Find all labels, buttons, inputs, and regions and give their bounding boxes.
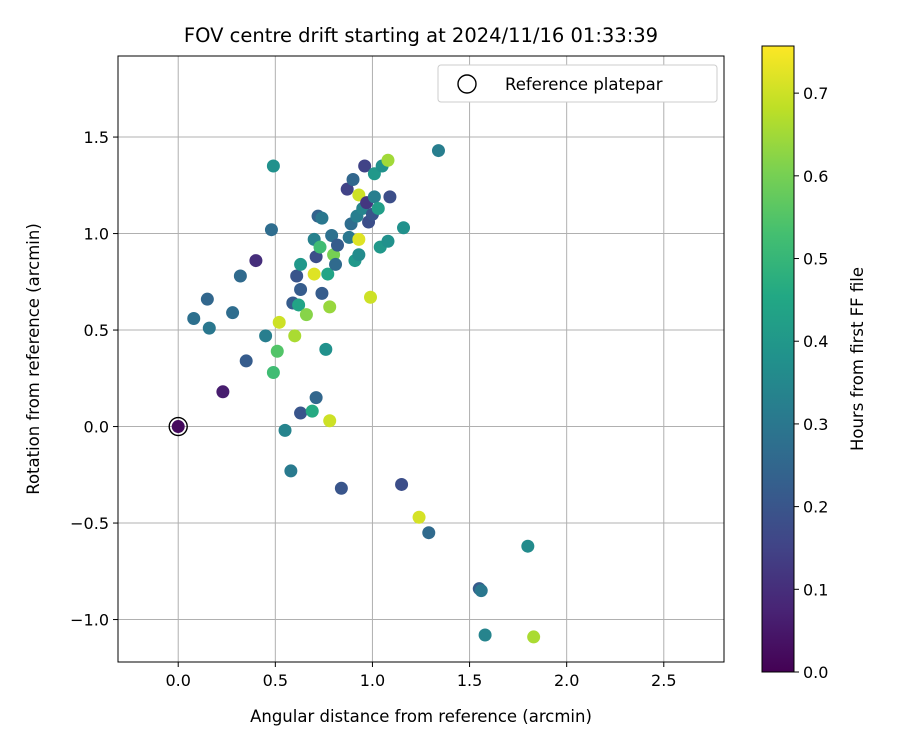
x-tick-label: 2.0: [554, 671, 579, 690]
y-tick-label: 0.5: [84, 321, 109, 340]
colorbar-tick-label: 0.2: [803, 498, 828, 517]
data-point: [309, 391, 323, 405]
data-point: [284, 464, 298, 478]
data-point: [272, 315, 286, 329]
data-point: [315, 286, 329, 300]
data-point: [381, 234, 395, 248]
data-point: [259, 329, 273, 343]
y-axis-ticks: −1.0 −0.5 0.0 0.5 1.0 1.5: [70, 128, 118, 630]
data-point: [527, 630, 541, 644]
colorbar-tick-label: 0.7: [803, 84, 828, 103]
data-point: [342, 230, 356, 244]
x-tick-label: 0.0: [165, 671, 190, 690]
y-axis-label: Rotation from reference (arcmin): [24, 223, 43, 495]
data-point: [395, 477, 409, 491]
data-point: [292, 298, 306, 312]
data-point: [364, 290, 377, 304]
data-point: [171, 420, 185, 434]
colorbar: 0.0 0.1 0.2 0.3 0.4 0.5 0.6 0.7 Hours from firs…: [761, 45, 867, 682]
data-point: [521, 539, 535, 553]
data-point: [294, 283, 308, 297]
x-axis-ticks: 0.0 0.5 1.0 1.5 2.0 2.5: [165, 662, 677, 690]
data-point: [307, 267, 321, 281]
x-tick-label: 2.5: [651, 671, 676, 690]
data-point: [264, 223, 278, 237]
data-point: [266, 159, 280, 173]
data-point: [478, 628, 492, 642]
data-point: [325, 228, 339, 242]
x-tick-label: 1.5: [457, 671, 482, 690]
x-tick-label: 1.0: [360, 671, 385, 690]
data-point: [288, 329, 302, 343]
data-point: [233, 269, 247, 283]
data-point: [397, 221, 411, 235]
data-point: [200, 292, 214, 306]
y-tick-label: 0.0: [84, 418, 109, 437]
data-point: [313, 240, 327, 254]
colorbar-tick-label: 0.3: [803, 415, 828, 434]
legend-marker: [457, 74, 477, 94]
legend: Reference platepar: [437, 64, 718, 103]
data-point: [431, 144, 445, 158]
data-point: [352, 232, 366, 246]
data-point: [358, 159, 372, 173]
data-point: [323, 414, 337, 428]
x-axis-label: Angular distance from reference (arcmin): [250, 707, 592, 726]
data-point: [270, 344, 284, 358]
legend-label: Reference platepar: [505, 75, 663, 94]
data-point: [371, 201, 385, 215]
data-point: [329, 257, 343, 271]
data-point: [294, 406, 308, 420]
y-tick-label: −0.5: [70, 514, 109, 533]
colorbar-gradient: [762, 46, 794, 672]
legend-box: [437, 64, 718, 103]
colorbar-tick-label: 0.5: [803, 250, 828, 269]
data-point: [340, 182, 354, 196]
data-point: [315, 211, 329, 225]
y-tick-label: −1.0: [70, 611, 109, 630]
data-point: [330, 238, 344, 252]
data-point: [226, 306, 240, 320]
data-point: [474, 584, 488, 598]
data-point: [299, 308, 313, 322]
data-point: [412, 510, 426, 524]
data-point: [216, 385, 230, 399]
data-point: [278, 423, 292, 437]
data-point: [266, 366, 280, 380]
data-point: [367, 190, 381, 204]
colorbar-tick-label: 0.1: [803, 580, 828, 599]
y-tick-label: 1.5: [84, 128, 109, 147]
data-point: [334, 481, 348, 495]
data-point: [321, 267, 335, 281]
data-point: [323, 300, 337, 314]
reference-platepar-marker: [168, 416, 188, 437]
colorbar-ticks: 0.0 0.1 0.2 0.3 0.4 0.5 0.6 0.7: [794, 84, 828, 682]
data-point: [239, 354, 253, 368]
data-point: [187, 311, 201, 325]
colorbar-tick-label: 0.6: [803, 167, 828, 186]
x-tick-label: 0.5: [263, 671, 288, 690]
data-point: [346, 173, 360, 187]
colorbar-tick-label: 0.0: [803, 663, 828, 682]
data-point: [352, 248, 366, 262]
data-point: [249, 254, 263, 268]
y-tick-label: 1.0: [84, 225, 109, 244]
plot-frame: [117, 55, 725, 663]
data-point: [422, 526, 436, 540]
data-point: [202, 321, 216, 335]
data-point: [381, 153, 395, 167]
data-point: [305, 404, 319, 418]
colorbar-label: Hours from first FF file: [848, 267, 867, 451]
data-point: [383, 190, 397, 204]
grid: [118, 56, 724, 662]
colorbar-frame: [761, 45, 795, 673]
chart-title: FOV centre drift starting at 2024/11/16 …: [184, 24, 658, 47]
colorbar-tick-label: 0.4: [803, 332, 828, 351]
data-point: [290, 269, 304, 283]
data-point: [294, 257, 308, 271]
data-point: [319, 342, 333, 356]
data-points: [168, 144, 541, 644]
